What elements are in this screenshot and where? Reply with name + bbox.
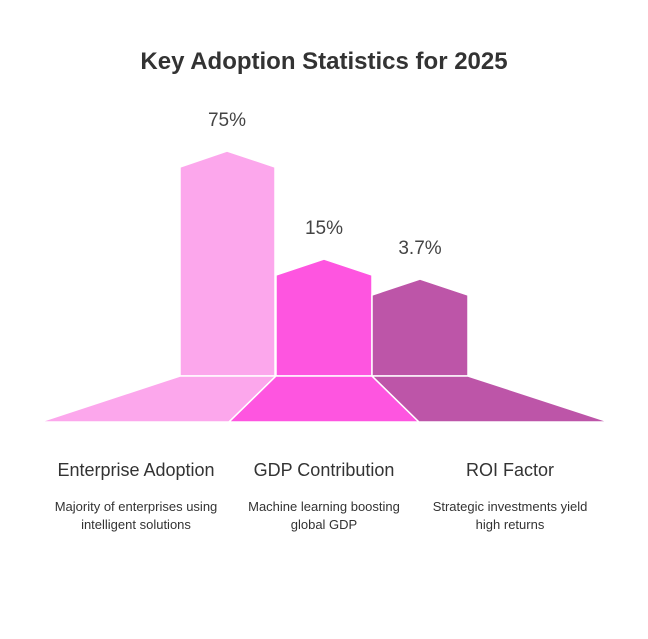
- stat-title: GDP Contribution: [253, 460, 395, 480]
- stat-roi-factor: ROI Factor Strategic investments yield h…: [420, 458, 600, 534]
- stat-enterprise-adoption: Enterprise Adoption Majority of enterpri…: [46, 458, 226, 534]
- stat-title: ROI Factor: [465, 460, 554, 480]
- stat-description: Majority of enterprises using intelligen…: [54, 499, 218, 532]
- bar-enterprise-adoption: [179, 150, 276, 377]
- base-roi-factor: [370, 375, 610, 423]
- value-label-roi-factor: 3.7%: [398, 238, 441, 259]
- stat-title: Enterprise Adoption: [57, 460, 215, 480]
- stat-description: Strategic investments yield high returns: [432, 499, 588, 532]
- value-label-enterprise-adoption: 75%: [208, 110, 246, 131]
- value-label-gdp-contribution: 15%: [305, 218, 343, 239]
- stat-description: Machine learning boosting global GDP: [248, 499, 400, 532]
- bar-roi-factor: [371, 278, 469, 377]
- stat-gdp-contribution: GDP Contribution Machine learning boosti…: [234, 458, 414, 534]
- bar-gdp-contribution: [275, 258, 373, 377]
- page-title: Key Adoption Statistics for 2025: [140, 48, 508, 75]
